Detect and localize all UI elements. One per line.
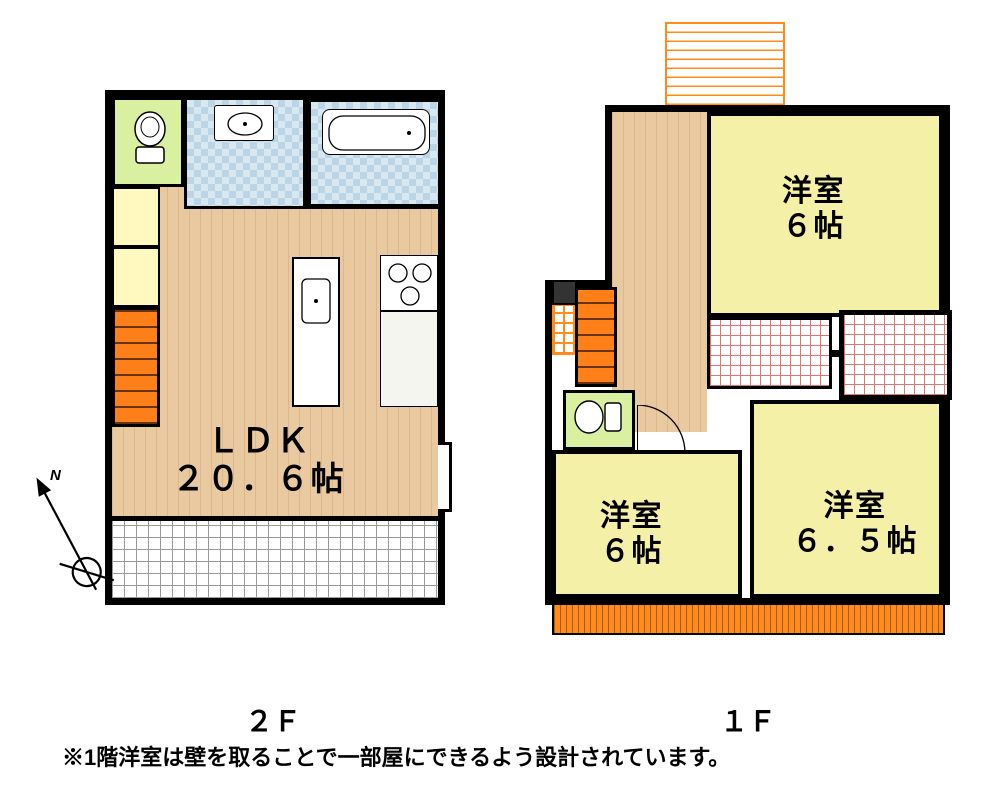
- stove-icon: [380, 255, 438, 311]
- washbasin-icon: [214, 105, 274, 141]
- floor-label-2f: ２Ｆ: [245, 700, 301, 740]
- porch-2f: [112, 516, 438, 598]
- stairs-1f: [575, 287, 617, 387]
- stoop: [552, 280, 577, 305]
- toilet-icon: [130, 111, 170, 174]
- sink-icon: [300, 277, 332, 330]
- floor-label-1f: １Ｆ: [720, 700, 776, 740]
- svg-text:N: N: [50, 467, 62, 484]
- bay-window-2f: [438, 442, 452, 512]
- plan-1f: 洋室 ６帖 洋室 ６帖 洋室 ６．５帖: [545, 105, 950, 605]
- deck-1f: [552, 605, 945, 635]
- footnote-text: ※1階洋室は壁を取ることで一部屋にできるよう設計されています。: [62, 740, 730, 772]
- plan-2f: ＬＤＫ ２０．６帖: [105, 90, 445, 605]
- door-arc-1: [637, 405, 687, 460]
- balcony-top: [665, 22, 785, 105]
- closet-1f-2: [839, 310, 952, 400]
- closet-1f-1: [707, 317, 832, 389]
- ldk-line2: ２０．６帖: [172, 460, 345, 497]
- floorplan-container: ＬＤＫ ２０．６帖 洋室 ６帖: [0, 0, 1000, 790]
- toilet-icon-1f: [571, 395, 627, 444]
- compass-icon: N: [20, 460, 130, 615]
- closet-2f-2: [112, 247, 160, 307]
- bathtub-icon: [322, 109, 430, 155]
- label-ldk: ＬＤＫ ２０．６帖: [172, 422, 345, 498]
- ldk-line1: ＬＤＫ: [207, 422, 311, 459]
- counter-right: [380, 311, 438, 407]
- hallway-1f: [612, 112, 707, 432]
- label-bed-se: 洋室 ６．５帖: [792, 490, 918, 559]
- stairs-2f: [112, 307, 160, 427]
- label-bed-ne: 洋室 ６帖: [782, 175, 845, 244]
- closet-2f-1: [112, 187, 160, 247]
- label-bed-sw: 洋室 ６帖: [600, 500, 663, 569]
